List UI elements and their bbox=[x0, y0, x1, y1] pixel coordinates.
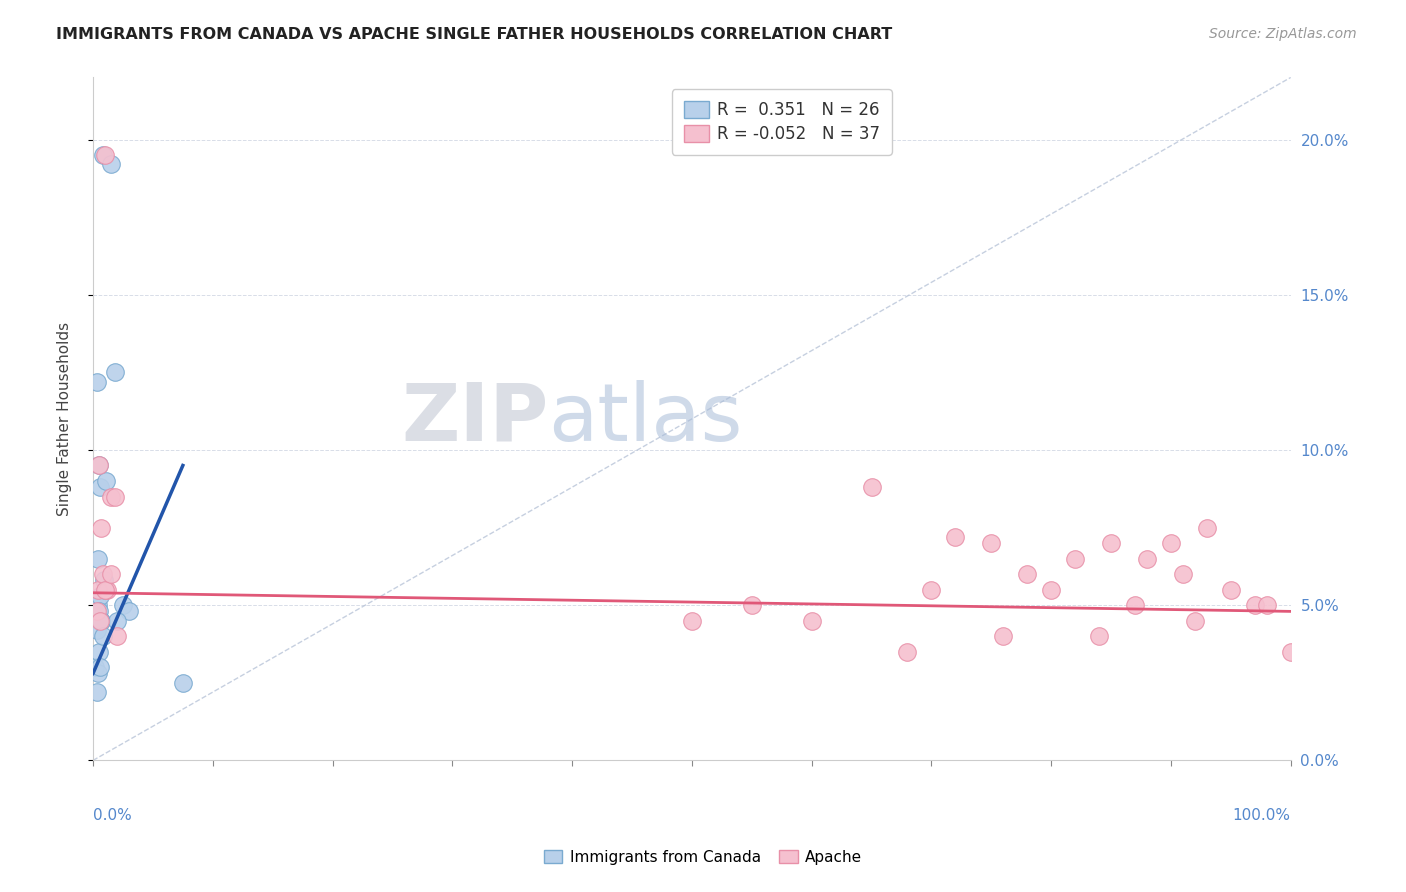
Point bbox=[86, 623, 108, 637]
Point bbox=[980, 536, 1002, 550]
Point bbox=[91, 629, 114, 643]
Point bbox=[896, 645, 918, 659]
Point bbox=[86, 375, 108, 389]
Point bbox=[1184, 614, 1206, 628]
Point bbox=[1171, 567, 1194, 582]
Point bbox=[87, 598, 110, 612]
Point bbox=[172, 675, 194, 690]
Text: atlas: atlas bbox=[548, 380, 742, 458]
Point bbox=[1088, 629, 1111, 643]
Point bbox=[94, 148, 117, 162]
Point bbox=[118, 604, 141, 618]
Point bbox=[800, 614, 823, 628]
Point bbox=[993, 629, 1015, 643]
Legend: Immigrants from Canada, Apache: Immigrants from Canada, Apache bbox=[537, 844, 869, 871]
Point bbox=[100, 567, 122, 582]
Point bbox=[1064, 551, 1087, 566]
Point bbox=[89, 614, 111, 628]
Point bbox=[860, 480, 883, 494]
Point bbox=[100, 490, 122, 504]
Point bbox=[1099, 536, 1122, 550]
Point bbox=[1195, 520, 1218, 534]
Point bbox=[943, 530, 966, 544]
Point bbox=[100, 157, 122, 171]
Point bbox=[1279, 645, 1302, 659]
Point bbox=[91, 148, 114, 162]
Y-axis label: Single Father Households: Single Father Households bbox=[58, 322, 72, 516]
Point bbox=[91, 567, 114, 582]
Point bbox=[1160, 536, 1182, 550]
Point bbox=[89, 589, 111, 603]
Point bbox=[87, 458, 110, 473]
Point bbox=[105, 629, 128, 643]
Point bbox=[741, 598, 763, 612]
Point bbox=[87, 604, 110, 618]
Point bbox=[920, 582, 942, 597]
Point bbox=[90, 614, 112, 628]
Point bbox=[1123, 598, 1146, 612]
Point bbox=[103, 490, 125, 504]
Point bbox=[87, 645, 110, 659]
Point bbox=[105, 614, 128, 628]
Point bbox=[681, 614, 703, 628]
Text: 100.0%: 100.0% bbox=[1233, 808, 1291, 823]
Point bbox=[90, 520, 112, 534]
Legend: R =  0.351   N = 26, R = -0.052   N = 37: R = 0.351 N = 26, R = -0.052 N = 37 bbox=[672, 89, 891, 154]
Point bbox=[87, 551, 110, 566]
Point bbox=[89, 660, 111, 674]
Point bbox=[94, 582, 117, 597]
Point bbox=[87, 458, 110, 473]
Point bbox=[90, 614, 112, 628]
Point bbox=[96, 474, 118, 488]
Text: 0.0%: 0.0% bbox=[93, 808, 132, 823]
Point bbox=[1243, 598, 1265, 612]
Point bbox=[96, 582, 118, 597]
Point bbox=[1040, 582, 1063, 597]
Point bbox=[87, 582, 110, 597]
Point bbox=[89, 480, 111, 494]
Point bbox=[1256, 598, 1278, 612]
Text: IMMIGRANTS FROM CANADA VS APACHE SINGLE FATHER HOUSEHOLDS CORRELATION CHART: IMMIGRANTS FROM CANADA VS APACHE SINGLE … bbox=[56, 27, 893, 42]
Point bbox=[103, 365, 125, 379]
Text: ZIP: ZIP bbox=[401, 380, 548, 458]
Point bbox=[1136, 551, 1159, 566]
Point bbox=[94, 582, 117, 597]
Point bbox=[87, 666, 110, 681]
Text: Source: ZipAtlas.com: Source: ZipAtlas.com bbox=[1209, 27, 1357, 41]
Point bbox=[93, 574, 115, 588]
Point bbox=[86, 604, 108, 618]
Point bbox=[84, 660, 107, 674]
Point bbox=[1017, 567, 1039, 582]
Point bbox=[86, 685, 108, 699]
Point bbox=[1219, 582, 1241, 597]
Point bbox=[111, 598, 134, 612]
